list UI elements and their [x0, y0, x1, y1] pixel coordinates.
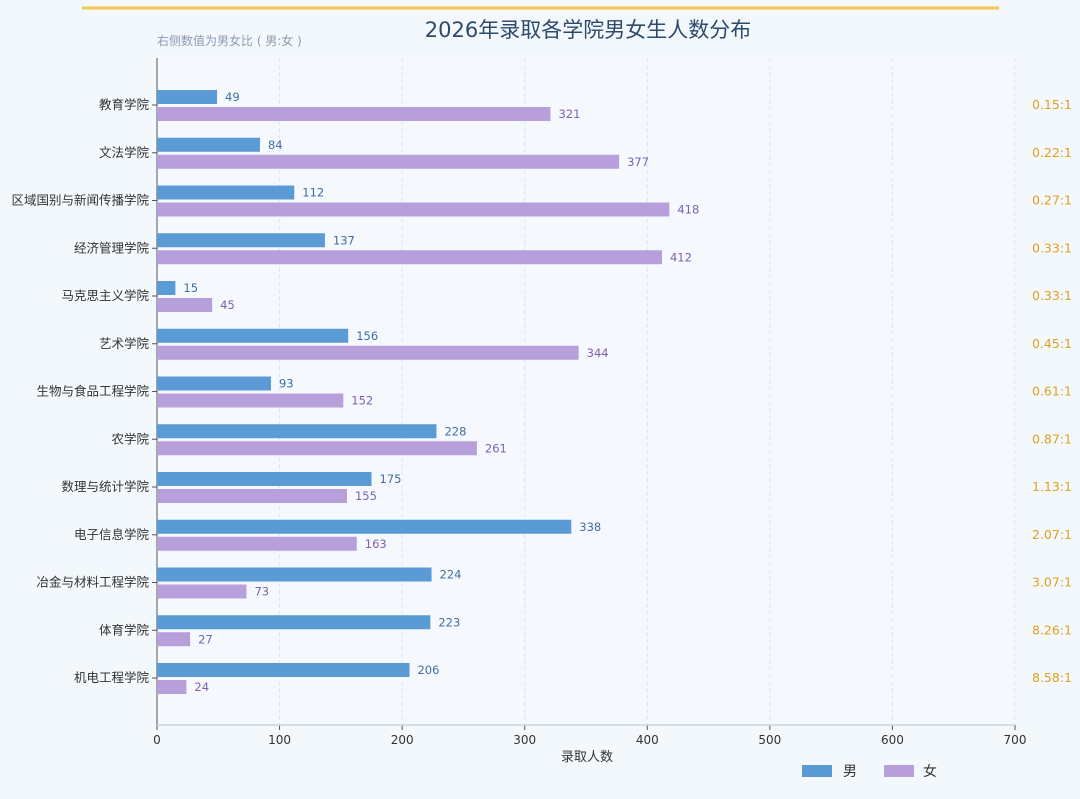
bar-female [157, 393, 344, 408]
bar-label-female: 163 [365, 537, 387, 551]
bar-male [157, 663, 410, 677]
bar-label-female: 321 [558, 107, 580, 121]
bar-label-male: 206 [417, 663, 439, 677]
bar-label-female: 27 [198, 632, 213, 646]
ratio-label: 0.33:1 [1032, 288, 1072, 303]
bar-female [157, 107, 551, 121]
ratio-label: 0.15:1 [1032, 97, 1072, 112]
bar-female [157, 632, 191, 647]
bar-female [157, 202, 670, 217]
bar-female [157, 345, 579, 360]
bar-label-male: 93 [279, 377, 294, 391]
bar-female [157, 680, 187, 694]
x-tick-label: 700 [1004, 733, 1027, 747]
ratio-label: 0.61:1 [1032, 384, 1072, 399]
x-tick-label: 200 [391, 733, 414, 747]
chart-title: 2026年录取各学院男女生人数分布 [425, 18, 751, 42]
bar-male [157, 424, 437, 439]
legend-swatch-male [802, 765, 832, 777]
category-label: 教育学院 [99, 97, 150, 112]
bar-male [157, 137, 260, 152]
ratio-label: 0.22:1 [1032, 145, 1072, 160]
bar-female [157, 536, 357, 551]
ratio-label: 8.26:1 [1032, 622, 1072, 637]
bar-label-male: 175 [380, 472, 402, 486]
category-label: 生物与食品工程学院 [36, 384, 149, 399]
ratio-label: 0.33:1 [1032, 240, 1072, 255]
x-axis-label: 录取人数 [561, 750, 613, 765]
category-label: 体育学院 [99, 622, 150, 637]
bar-label-male: 49 [225, 90, 240, 104]
bar-label-male: 137 [333, 233, 355, 247]
category-label: 经济管理学院 [74, 240, 150, 255]
bar-label-female: 73 [254, 585, 269, 599]
ratio-label: 0.87:1 [1032, 431, 1072, 446]
bar-male [157, 376, 271, 391]
bar-female [157, 441, 477, 456]
bar-label-male: 228 [444, 424, 466, 438]
x-tick-label: 500 [758, 733, 781, 747]
bar-label-male: 84 [268, 138, 283, 152]
plot-area: 0 100 200 300 400 500 600 700 教育学院 49 321 0.15:1 文法学… [11, 58, 1072, 747]
legend-label-male: 男 [843, 764, 857, 780]
category-label: 机电工程学院 [74, 670, 150, 685]
bar-label-male: 338 [579, 520, 601, 534]
category-label: 艺术学院 [99, 336, 150, 351]
bar-label-female: 24 [194, 680, 209, 694]
bar-male [157, 281, 176, 295]
x-tick-label: 300 [513, 733, 536, 747]
bar-female [157, 298, 213, 312]
bar-label-male: 224 [440, 568, 462, 582]
chart-subtitle: 右侧数值为男女比 ( 男:女 ) [157, 33, 302, 48]
bar-label-female: 155 [355, 489, 377, 503]
bar-label-female: 377 [627, 155, 649, 169]
ratio-label: 2.07:1 [1032, 527, 1072, 542]
bar-label-female: 418 [677, 203, 699, 217]
bar-female [157, 489, 347, 503]
legend-swatch-female [884, 765, 914, 777]
bar-label-male: 223 [438, 615, 460, 629]
bar-label-female: 152 [351, 394, 373, 408]
ratio-label: 3.07:1 [1032, 575, 1072, 590]
bar-label-female: 45 [220, 298, 235, 312]
bar-male [157, 328, 349, 343]
bar-female [157, 250, 662, 265]
bar-label-male: 112 [302, 186, 324, 200]
ratio-label: 0.27:1 [1032, 193, 1072, 208]
category-label: 数理与统计学院 [61, 479, 149, 494]
legend-label-female: 女 [923, 763, 937, 780]
category-label: 农学院 [111, 431, 149, 446]
bar-male [157, 90, 218, 104]
category-label: 马克思主义学院 [61, 288, 149, 303]
x-tick-label: 600 [881, 733, 904, 747]
bar-label-female: 261 [485, 441, 507, 455]
bar-label-male: 156 [356, 329, 378, 343]
bar-label-female: 412 [670, 250, 692, 264]
ratio-label: 0.45:1 [1032, 336, 1072, 351]
category-label: 电子信息学院 [74, 527, 150, 542]
x-tick-label: 0 [153, 733, 161, 747]
category-label: 区域国别与新闻传播学院 [11, 193, 149, 208]
bar-female [157, 154, 620, 169]
category-label: 文法学院 [99, 145, 150, 160]
bar-male [157, 472, 372, 486]
x-tick-label: 100 [268, 733, 291, 747]
bar-male [157, 233, 325, 248]
legend: 男 女 [802, 763, 937, 780]
ratio-label: 8.58:1 [1032, 670, 1072, 685]
bar-label-male: 15 [183, 281, 198, 295]
bar-male [157, 519, 572, 534]
bar-male [157, 567, 432, 582]
ratio-label: 1.13:1 [1032, 479, 1072, 494]
category-label: 冶金与材料工程学院 [36, 575, 149, 590]
plot-background [157, 58, 1015, 725]
bar-male [157, 185, 295, 200]
x-tick-label: 400 [636, 733, 659, 747]
bar-female [157, 584, 247, 599]
bar-male [157, 615, 431, 630]
bar-label-female: 344 [587, 346, 609, 360]
